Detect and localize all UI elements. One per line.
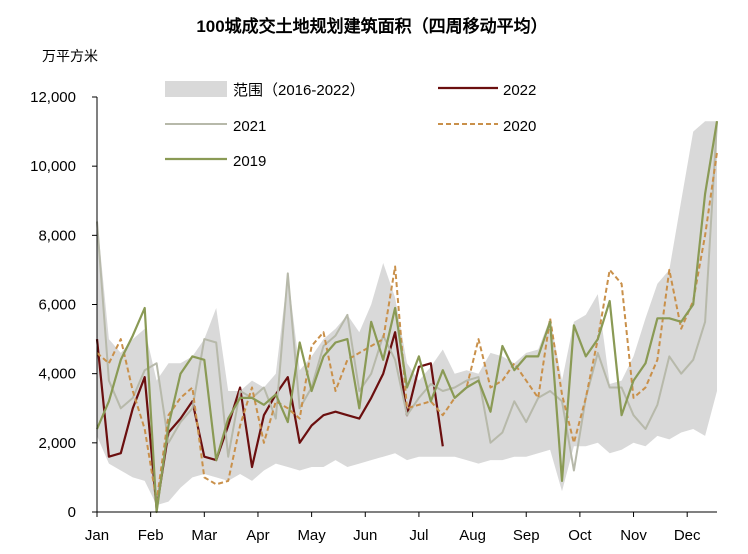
legend-label-2022: 2022 [503,82,536,99]
y-tick-label: 4,000 [38,366,76,383]
legend-swatch-range [165,81,227,97]
range-band [97,121,717,506]
y-tick-label: 0 [68,504,76,521]
y-tick-label: 12,000 [30,89,76,106]
plot-area [95,121,719,514]
y-tick-label: 6,000 [38,297,76,314]
series-line-2020 [96,152,718,503]
x-tick-label: Mar [191,527,217,544]
x-tick-label: Jul [409,527,428,544]
legend-label-2019: 2019 [233,153,266,170]
chart-title: 100城成交土地规划建筑面积（四周移动平均） [196,16,547,36]
x-tick-label: Apr [246,527,269,544]
axes: 0 2,000 4,000 6,000 8,000 10,000 12,000 Jan Feb M… [30,89,717,544]
series-line-2021 [96,121,718,472]
x-tick-label: Sep [513,527,540,544]
y-tick-label: 8,000 [38,227,76,244]
legend: 范围（2016-2022） 2022 2021 2020 2019 [165,81,536,170]
x-tick-label: Dec [674,527,701,544]
x-tick-label: Aug [459,527,486,544]
x-tick-label: May [297,527,326,544]
x-tick-label: Jun [353,527,377,544]
legend-label-2020: 2020 [503,118,536,135]
y-axis-unit: 万平方米 [42,48,98,64]
legend-label-2021: 2021 [233,118,266,135]
x-tick-label: Jan [85,527,109,544]
x-tick-label: Oct [568,527,592,544]
x-tick-label: Feb [138,527,164,544]
legend-label-range: 范围（2016-2022） [233,82,365,99]
x-tick-label: Nov [620,527,647,544]
y-tick-label: 10,000 [30,158,76,175]
y-tick-label: 2,000 [38,435,76,452]
series-line-2019 [95,121,719,514]
